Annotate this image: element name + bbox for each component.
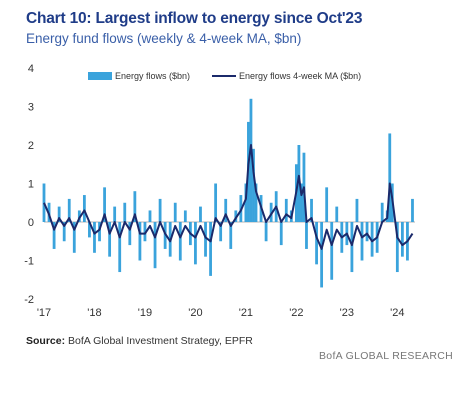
flow-bar	[183, 210, 187, 222]
flow-bar	[219, 222, 223, 242]
flow-bar	[204, 222, 207, 257]
flow-bar	[148, 210, 152, 222]
flow-bar	[77, 210, 81, 222]
legend-swatch-line	[212, 75, 237, 77]
y-tick-label: 3	[28, 102, 34, 114]
ma-line	[43, 144, 414, 250]
x-tick-label: '17	[37, 307, 51, 319]
x-tick-label: '19	[138, 307, 152, 319]
flow-bar	[209, 222, 212, 276]
flow-bar	[42, 183, 46, 222]
flow-bar	[224, 198, 228, 222]
flow-bar	[360, 222, 364, 261]
flow-bar	[194, 222, 197, 265]
flow-bar	[52, 222, 56, 249]
flow-bar	[62, 222, 66, 242]
flow-bar	[305, 222, 308, 249]
flow-bar	[138, 222, 142, 261]
flow-bar	[388, 133, 392, 222]
flow-bar	[300, 183, 303, 222]
flow-bar	[98, 222, 101, 242]
flow-bar	[350, 222, 354, 273]
flow-bar	[370, 222, 374, 257]
source-text: BofA Global Investment Strategy, EPFR	[65, 335, 253, 347]
flow-bar	[72, 222, 76, 253]
flow-bar	[330, 222, 334, 280]
flow-bar	[264, 222, 268, 242]
y-tick-label: -1	[24, 256, 34, 268]
flow-bar	[395, 222, 399, 273]
flow-bar	[335, 206, 339, 222]
flow-bar	[229, 222, 233, 249]
flow-bar	[143, 222, 147, 242]
y-tick-label: -2	[24, 294, 34, 306]
flow-bar	[411, 198, 414, 222]
flow-bar	[103, 187, 106, 222]
flow-bar	[252, 148, 255, 222]
flow-bar	[269, 202, 273, 222]
flow-bar	[128, 222, 132, 246]
flow-bar	[178, 222, 182, 261]
y-tick-label: 4	[28, 63, 34, 75]
flow-bar	[108, 222, 112, 257]
chart-plot: 4 3 2 1 0 -1 -2'17 '18 '19 '20 '21 '22 '23 '24	[24, 63, 415, 319]
y-tick-label: 2	[28, 140, 34, 152]
flow-bar	[214, 183, 218, 222]
flow-bar	[315, 222, 318, 265]
flow-bar	[123, 202, 127, 222]
flow-bar	[365, 222, 369, 242]
flow-bar	[249, 98, 253, 222]
chart-subtitle: Energy fund flows (weekly & 4-week MA, $…	[26, 31, 302, 46]
flow-bar	[355, 198, 359, 222]
flow-bar	[325, 187, 329, 222]
flow-bar	[93, 222, 96, 253]
flow-bar	[254, 183, 258, 222]
flow-bar	[153, 222, 157, 269]
flow-bar	[199, 206, 202, 222]
brand-footer: BofA GLOBAL RESEARCH	[319, 350, 453, 362]
x-tick-label: '21	[239, 307, 253, 319]
x-tick-label: '20	[188, 307, 202, 319]
flow-bar	[88, 222, 91, 238]
source-label: Source:	[26, 335, 66, 347]
y-tick-label: 1	[28, 179, 34, 191]
flow-bar	[234, 210, 238, 222]
chart-title: Chart 10: Largest inflow to energy since…	[26, 10, 363, 27]
flow-bar	[113, 206, 117, 222]
chart-legend: Energy flows ($bn) Energy flows 4-week M…	[88, 71, 361, 81]
y-tick-label: 0	[28, 217, 34, 229]
x-tick-label: '18	[87, 307, 101, 319]
flow-bar	[173, 202, 177, 222]
flow-bar	[320, 222, 324, 288]
flow-bar	[67, 198, 71, 222]
x-tick-label: '24	[390, 307, 404, 319]
flow-bar	[284, 198, 288, 222]
flow-bar	[57, 206, 61, 222]
legend-swatch-bars	[88, 72, 112, 80]
flow-bar	[133, 191, 137, 222]
flow-bar	[244, 183, 248, 222]
legend-label-bars: Energy flows ($bn)	[115, 71, 191, 81]
legend-label-line: Energy flows 4-week MA ($bn)	[239, 71, 362, 81]
flow-bar	[380, 202, 384, 222]
flow-bar	[400, 222, 404, 257]
flow-bar	[158, 198, 162, 222]
x-tick-label: '23	[340, 307, 354, 319]
flow-bar	[310, 198, 313, 222]
source-note: Source: BofA Global Investment Strategy,…	[26, 335, 253, 347]
flow-bar	[279, 222, 283, 246]
x-tick-label: '22	[289, 307, 303, 319]
flow-bar	[118, 222, 122, 273]
flow-bar	[82, 195, 86, 222]
